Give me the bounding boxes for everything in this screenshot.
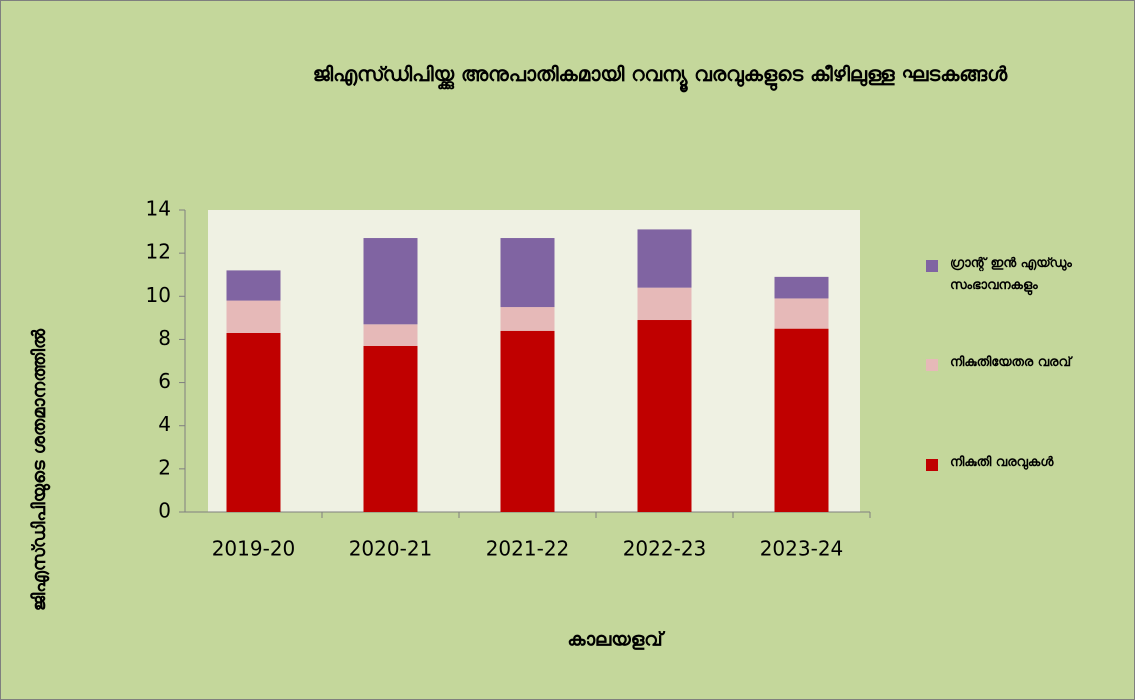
legend-swatch <box>926 459 938 471</box>
y-tick-label: 6 <box>158 369 171 393</box>
bar-segment <box>774 276 829 299</box>
bar-segment <box>774 328 829 512</box>
bar-segment <box>637 229 692 288</box>
bar-segment <box>500 238 555 308</box>
legend-entry: ഗ്രാന്റ് ഇൻ എയ്ഡും സംഭാവനകളും <box>950 256 1072 293</box>
legend-label: നികുതി വരവുകൾ <box>950 455 1054 470</box>
bar-segment <box>500 330 555 512</box>
x-tick-label: 2019-20 <box>212 537 296 561</box>
x-tick-label: 2023-24 <box>760 537 844 561</box>
bar-segment <box>637 320 692 512</box>
y-tick-label: 10 <box>146 283 171 307</box>
y-tick-label: 8 <box>158 326 171 350</box>
legend-entry: നികുതിയേതര വരവ് <box>950 355 1072 370</box>
legend-label: നികുതിയേതര വരവ് <box>950 355 1072 370</box>
bar-segment <box>226 332 281 512</box>
bar-segment <box>226 270 281 301</box>
x-tick-label: 2021-22 <box>486 537 570 561</box>
bar-segment <box>363 238 418 325</box>
y-tick-label: 12 <box>146 240 171 264</box>
bar-segment <box>774 298 829 329</box>
legend-swatch <box>926 359 938 371</box>
bar-segment <box>363 345 418 512</box>
x-axis-label: കാലയളവ് <box>567 629 666 651</box>
bar-segment <box>500 307 555 331</box>
legend-entry: നികുതി വരവുകൾ <box>950 455 1054 470</box>
y-tick-label: 14 <box>146 197 171 221</box>
chart-title: ജിഎസ്ഡിപിയ്ക്കു അനുപാതികമായി റവന്യൂ വരവു… <box>312 62 1008 86</box>
bar-segment <box>363 324 418 346</box>
y-tick-label: 4 <box>158 412 171 436</box>
x-tick-label: 2022-23 <box>623 537 707 561</box>
y-axis-label: ജിഎസ്ഡിപിയുടെ ശതമാനത്തിൽ <box>29 328 50 611</box>
x-tick-label: 2020-21 <box>349 537 433 561</box>
legend-label: ഗ്രാന്റ് ഇൻ എയ്ഡും സംഭാവനകളും <box>950 256 1072 293</box>
legend-swatch <box>926 260 938 272</box>
bar-segment <box>226 300 281 333</box>
y-tick-label: 0 <box>158 499 171 523</box>
y-tick-label: 2 <box>158 455 171 479</box>
bar-segment <box>637 287 692 321</box>
title-box: ജിഎസ്ഡിപിയ്ക്കു അനുപാതികമായി റവന്യൂ വരവു… <box>312 62 1008 86</box>
